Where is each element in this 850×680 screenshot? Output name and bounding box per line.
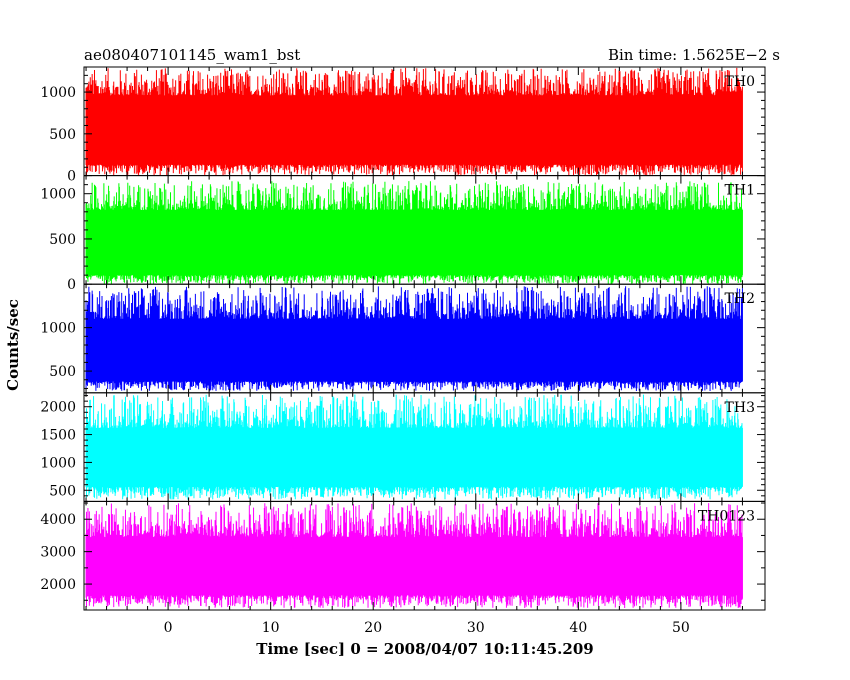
series-th2 bbox=[85, 286, 743, 392]
y-axis-title: Counts/sec bbox=[4, 299, 22, 391]
y-tick-label: 500 bbox=[49, 483, 76, 499]
panel-label-th0123: TH0123 bbox=[698, 508, 755, 524]
y-tick-label: 500 bbox=[49, 232, 76, 248]
series-th1 bbox=[85, 181, 743, 284]
y-tick-label: 1000 bbox=[40, 321, 76, 337]
panel-label-th3: TH3 bbox=[725, 400, 755, 416]
x-tick-label: 20 bbox=[364, 620, 382, 636]
y-tick-label: 0 bbox=[67, 277, 76, 293]
y-tick-label: 0 bbox=[67, 169, 76, 185]
x-axis-title: Time [sec] 0 = 2008/04/07 10:11:45.209 bbox=[256, 640, 593, 658]
y-tick-label: 1500 bbox=[40, 428, 76, 444]
panel-frame bbox=[83, 500, 766, 611]
y-tick-label: 2000 bbox=[40, 400, 76, 416]
y-tick-label: 4000 bbox=[40, 512, 76, 528]
bin-time-label: Bin time: 1.5625E−2 s bbox=[608, 46, 780, 64]
series-th0 bbox=[85, 67, 743, 176]
y-tick-label: 2000 bbox=[40, 577, 76, 593]
panel-label-th1: TH1 bbox=[725, 183, 755, 199]
panel-label-th2: TH2 bbox=[725, 291, 755, 307]
y-tick-label: 1000 bbox=[40, 187, 76, 203]
panel-th0123: 2000 3000 4000 TH0123 bbox=[40, 500, 766, 611]
y-tick-label: 1000 bbox=[40, 85, 76, 101]
panel-label-th0: TH0 bbox=[725, 74, 755, 90]
x-tick-label: 30 bbox=[467, 620, 485, 636]
x-tick-label: 10 bbox=[262, 620, 280, 636]
y-tick-label: 500 bbox=[49, 127, 76, 143]
x-tick-label: 50 bbox=[672, 620, 690, 636]
panel-th1: 0 500 1000 TH1 bbox=[40, 175, 766, 293]
y-tick-label: 500 bbox=[49, 364, 76, 380]
y-tick-label: 1000 bbox=[40, 455, 76, 471]
x-tick-label: 0 bbox=[164, 620, 173, 636]
series-th0123 bbox=[85, 503, 743, 608]
panel-th2: 500 1000 TH2 bbox=[40, 283, 766, 394]
panel-th0: 0 500 1000 TH0 bbox=[40, 66, 766, 185]
y-tick-label: 3000 bbox=[40, 545, 76, 561]
x-tick-label: 40 bbox=[569, 620, 587, 636]
plot-title: ae080407101145_wam1_bst bbox=[84, 46, 300, 64]
panel-th3: 500 1000 1500 2000 TH3 bbox=[40, 392, 766, 502]
series-th3 bbox=[85, 394, 743, 500]
